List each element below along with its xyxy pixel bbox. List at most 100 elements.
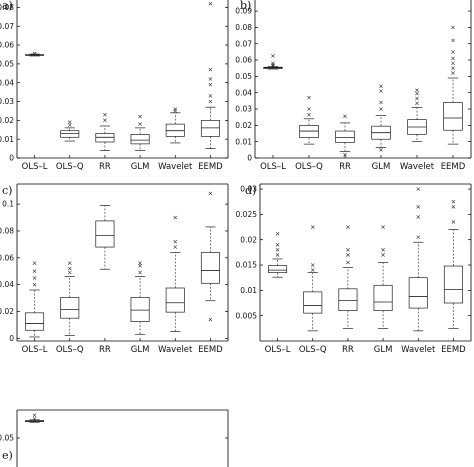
box-3 bbox=[371, 84, 391, 152]
box-iqr bbox=[60, 130, 80, 138]
outlier-mark bbox=[415, 96, 419, 101]
outlier-stroke bbox=[416, 187, 421, 191]
outlier-mark bbox=[271, 54, 275, 58]
outlier-mark bbox=[208, 94, 213, 98]
outlier-stroke bbox=[208, 99, 213, 104]
box-5 bbox=[200, 1, 220, 149]
x-category-label: Wavelet bbox=[158, 162, 193, 172]
panel-5: e) 0.05 bbox=[0, 409, 229, 467]
outlier-stroke bbox=[346, 225, 350, 229]
outlier-stroke bbox=[310, 268, 315, 272]
outlier-stroke bbox=[307, 107, 311, 111]
outlier-mark bbox=[310, 263, 315, 267]
x-category-label: GLM bbox=[131, 345, 150, 355]
outlier-stroke bbox=[67, 266, 72, 271]
y-tick-label: 0.04 bbox=[235, 88, 252, 97]
outlier-stroke bbox=[451, 50, 455, 54]
box-iqr bbox=[268, 265, 288, 273]
outlier-mark bbox=[381, 248, 385, 252]
outlier-stroke bbox=[173, 245, 178, 249]
box-4 bbox=[165, 107, 185, 144]
y-tick-label: 0.05 bbox=[235, 72, 252, 81]
panel-2: b) 0 0.01 0.02 0.03 0.04 0.05 0.06 0.07 0.08 0.09 O… bbox=[235, 0, 472, 172]
panel-label: e) bbox=[2, 449, 13, 462]
outlier-stroke bbox=[379, 107, 383, 111]
outlier-stroke bbox=[346, 248, 350, 252]
outlier-stroke bbox=[32, 413, 37, 418]
box-iqr bbox=[408, 277, 428, 309]
outlier-stroke bbox=[379, 84, 383, 88]
outlier-stroke bbox=[379, 148, 383, 152]
outlier-stroke bbox=[415, 101, 419, 106]
outlier-mark bbox=[307, 112, 311, 117]
y-tick-label: 0.025 bbox=[236, 210, 258, 219]
panel-3: c) 0 0.02 0.04 0.06 0.08 0.1 OLS–L OLS–Q RR GLM Wav… bbox=[0, 183, 229, 355]
outlier-stroke bbox=[173, 239, 178, 244]
outlier-mark bbox=[208, 82, 213, 87]
outlier-mark bbox=[451, 50, 455, 54]
box-0 bbox=[268, 231, 288, 278]
box-0 bbox=[25, 51, 45, 57]
x-category-label: Wavelet bbox=[158, 345, 193, 355]
outlier-mark bbox=[415, 91, 419, 96]
box-0 bbox=[25, 261, 45, 338]
y-tick-label: 0.02 bbox=[240, 235, 257, 244]
outlier-stroke bbox=[379, 89, 383, 93]
box-4 bbox=[165, 215, 185, 332]
outlier-mark bbox=[138, 270, 142, 275]
x-category-label: OLS–L bbox=[260, 162, 286, 172]
y-tick-label: 0.04 bbox=[0, 280, 14, 289]
x-category-label: GLM bbox=[372, 162, 391, 172]
outlier-stroke bbox=[208, 1, 213, 6]
y-tick-label: 0.1 bbox=[2, 200, 14, 209]
outlier-mark bbox=[275, 231, 280, 236]
box-3 bbox=[130, 261, 150, 335]
outlier-stroke bbox=[451, 71, 455, 75]
x-category-label: RR bbox=[99, 162, 111, 172]
box-iqr bbox=[165, 287, 185, 313]
outlier-stroke bbox=[138, 122, 142, 126]
outlier-stroke bbox=[32, 261, 37, 265]
y-tick-label: 0.07 bbox=[0, 22, 14, 31]
outlier-stroke bbox=[451, 56, 455, 61]
box-iqr bbox=[303, 291, 323, 314]
outlier-mark bbox=[32, 282, 37, 287]
outlier-mark bbox=[451, 25, 455, 30]
outlier-stroke bbox=[451, 204, 456, 209]
box-5 bbox=[443, 25, 463, 145]
box-5 bbox=[200, 191, 220, 322]
outlier-stroke bbox=[173, 215, 178, 220]
outlier-mark bbox=[379, 107, 383, 111]
panel-4: d) 0.005 0.01 0.015 0.02 0.025 0.03 OLS–L OLS–Q R… bbox=[236, 183, 472, 355]
outlier-stroke bbox=[451, 199, 456, 204]
outlier-stroke bbox=[415, 88, 419, 93]
outlier-stroke bbox=[67, 120, 72, 125]
outlier-stroke bbox=[208, 191, 213, 196]
outlier-mark bbox=[103, 118, 107, 123]
outlier-stroke bbox=[67, 261, 72, 265]
outlier-stroke bbox=[451, 25, 455, 30]
outlier-mark bbox=[67, 270, 72, 275]
outlier-mark bbox=[32, 51, 37, 56]
outlier-mark bbox=[173, 245, 178, 249]
outlier-mark bbox=[67, 266, 72, 271]
box-iqr bbox=[130, 297, 150, 322]
y-tick-label: 0.06 bbox=[0, 41, 14, 50]
y-tick-label: 0.05 bbox=[0, 434, 14, 443]
outlier-stroke bbox=[346, 260, 350, 265]
box-iqr bbox=[335, 130, 355, 143]
outlier-mark bbox=[451, 66, 455, 71]
outlier-stroke bbox=[307, 112, 311, 117]
y-tick-label: 0 bbox=[9, 334, 14, 343]
outlier-mark bbox=[173, 239, 178, 244]
y-tick-label: 0.02 bbox=[0, 307, 14, 316]
box-1 bbox=[303, 225, 323, 332]
panel-label: b) bbox=[240, 0, 251, 12]
box-iqr bbox=[299, 124, 319, 138]
x-category-label: GLM bbox=[374, 345, 393, 355]
x-category-label: Wavelet bbox=[401, 345, 436, 355]
y-tick-label: 0.01 bbox=[235, 137, 252, 146]
outlier-stroke bbox=[271, 63, 275, 67]
outlier-stroke bbox=[275, 242, 280, 247]
box-2 bbox=[335, 114, 355, 157]
